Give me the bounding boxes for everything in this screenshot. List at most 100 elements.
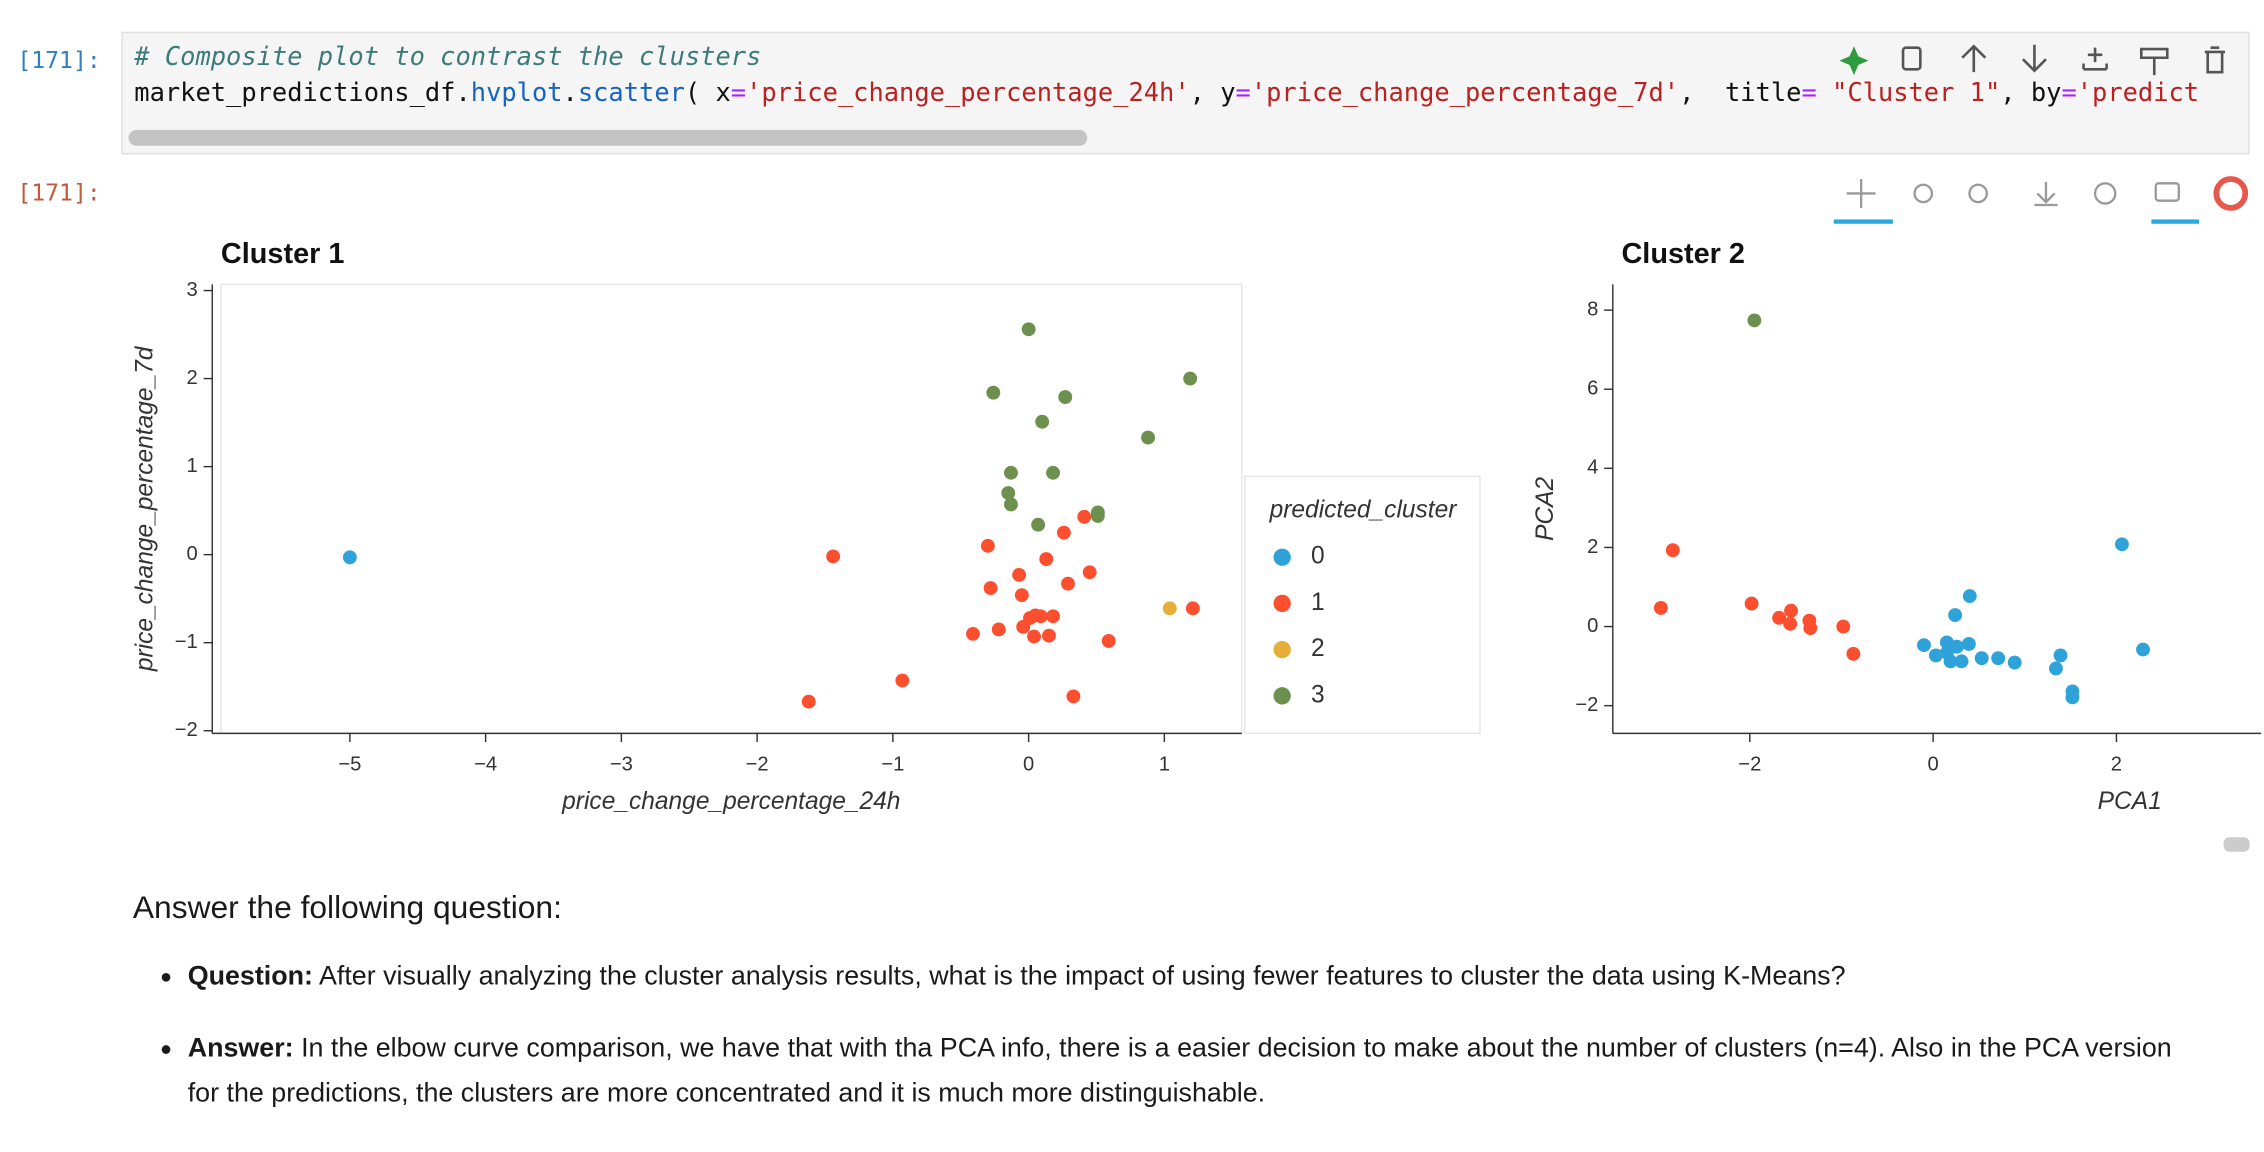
pan-tool[interactable]	[1846, 179, 1876, 208]
data-point	[986, 385, 1001, 400]
legend-label: 0	[1311, 543, 1325, 570]
hover-tool[interactable]	[2154, 182, 2180, 202]
data-point	[1061, 576, 1075, 591]
data-point	[2049, 661, 2063, 676]
x-tick-label: −3	[610, 753, 633, 775]
ai-button[interactable]	[1839, 46, 1869, 76]
data-point	[2053, 648, 2068, 663]
data-point	[1031, 517, 1046, 532]
item-label: Answer:	[187, 1032, 294, 1063]
data-point	[1056, 525, 1071, 540]
code-token: 'predict	[2076, 79, 2200, 109]
data-point	[1001, 486, 1016, 500]
move-up-button[interactable]	[1961, 44, 1987, 73]
list-item: Answer: In the elbow curve comparison, w…	[188, 1025, 2198, 1115]
insert-below-button[interactable]	[2139, 47, 2169, 76]
data-point	[1846, 646, 1861, 661]
input-prompt: [171]:	[17, 46, 101, 74]
item-text: After visually analyzing the cluster ana…	[313, 960, 1846, 991]
output-scroll-handle[interactable]	[2223, 837, 2250, 852]
legend-marker	[1273, 687, 1291, 705]
data-point	[1961, 637, 1976, 651]
markdown-heading: Answer the following question:	[132, 889, 562, 926]
active-tool-marker	[1833, 219, 1893, 224]
move-down-button[interactable]	[2021, 44, 2047, 73]
data-point	[1012, 567, 1027, 582]
legend-label: 2	[1311, 635, 1325, 662]
legend-label: 1	[1311, 589, 1325, 616]
data-point	[1772, 610, 1787, 625]
legend-marker	[1273, 548, 1291, 566]
code-token: 'price_change_percentage_24h'	[746, 79, 1190, 109]
x-tick-label: −4	[474, 753, 497, 775]
code-token: , y	[1189, 79, 1236, 109]
data-point	[983, 581, 998, 596]
list-item: Question: After visually analyzing the c…	[188, 953, 2198, 998]
x-axis-label: price_change_percentage_24h	[561, 788, 900, 815]
data-point	[980, 538, 995, 553]
data-point	[1014, 588, 1029, 603]
output-prompt: [171]:	[17, 179, 101, 207]
x-tick-label: 0	[1927, 753, 1938, 775]
y-tick-label: 2	[1587, 536, 1598, 558]
cell-toolbar	[1839, 44, 2226, 76]
data-point	[1783, 616, 1798, 631]
legend-title: predicted_cluster	[1269, 497, 1458, 524]
scrollbar-thumb[interactable]	[128, 129, 1088, 146]
y-tick-label: 3	[187, 279, 198, 301]
box-zoom-tool[interactable]	[1913, 183, 1934, 204]
code-line: market_predictions_df.hvplot.scatter( x=…	[134, 79, 2199, 108]
data-point	[1039, 552, 1054, 566]
duplicate-button[interactable]	[1901, 46, 1922, 71]
y-tick-label: 0	[1587, 615, 1598, 637]
data-point	[1042, 628, 1056, 643]
code-token: =	[1235, 79, 1251, 109]
legend-marker	[1273, 594, 1291, 613]
data-point	[1077, 509, 1092, 524]
output-plots: Cluster 1 −5 −4 −3 −2 −1 0 1 −2 −1 0 1 2 3 price_chang…	[131, 44, 2262, 852]
x-axis-label: PCA1	[2098, 788, 2162, 815]
data-point	[1082, 565, 1097, 580]
x-tick-label: 1	[1159, 753, 1170, 775]
active-tool-marker	[2151, 219, 2200, 224]
data-point	[1183, 371, 1198, 386]
data-point	[1090, 508, 1105, 523]
code-token: ( x	[684, 79, 731, 109]
code-token: market_predictions_df.	[134, 79, 471, 109]
data-point	[2007, 655, 2022, 670]
delete-button[interactable]	[2204, 46, 2226, 74]
markdown-cell: Answer the following question: Question:…	[133, 889, 2198, 1142]
save-tool[interactable]	[2034, 181, 2058, 207]
data-point	[1016, 619, 1031, 634]
code-cell[interactable]: # Composite plot to contrast the cluster…	[121, 31, 2250, 155]
data-point	[1784, 603, 1798, 618]
data-point	[991, 622, 1006, 637]
data-point	[1954, 654, 1969, 669]
data-point	[1928, 648, 1943, 663]
code-token: , title	[1679, 79, 1802, 109]
data-point	[1950, 639, 1964, 654]
data-point	[801, 694, 816, 709]
code-token: "Cluster 1"	[1816, 79, 2001, 109]
data-point	[1021, 322, 1036, 337]
data-point	[1066, 689, 1081, 704]
insert-above-button[interactable]	[2082, 47, 2108, 71]
data-point	[1665, 543, 1680, 558]
bokeh-logo[interactable]	[2213, 176, 2249, 211]
data-point	[1046, 465, 1060, 480]
code-token: =	[2061, 79, 2077, 109]
y-tick-label: 1	[187, 455, 198, 477]
reset-tool[interactable]	[2093, 182, 2117, 205]
data-point	[1058, 390, 1073, 405]
data-point	[895, 673, 910, 688]
y-axis-label: price_change_percentage_7d	[131, 345, 158, 672]
item-label: Question:	[187, 960, 314, 991]
data-point	[342, 550, 357, 565]
wheel-zoom-tool[interactable]	[1968, 183, 1988, 204]
code-token: =	[1801, 79, 1817, 109]
data-point	[1917, 638, 1931, 653]
y-tick-label: −2	[1575, 694, 1598, 716]
x-tick-label: −5	[338, 753, 361, 775]
